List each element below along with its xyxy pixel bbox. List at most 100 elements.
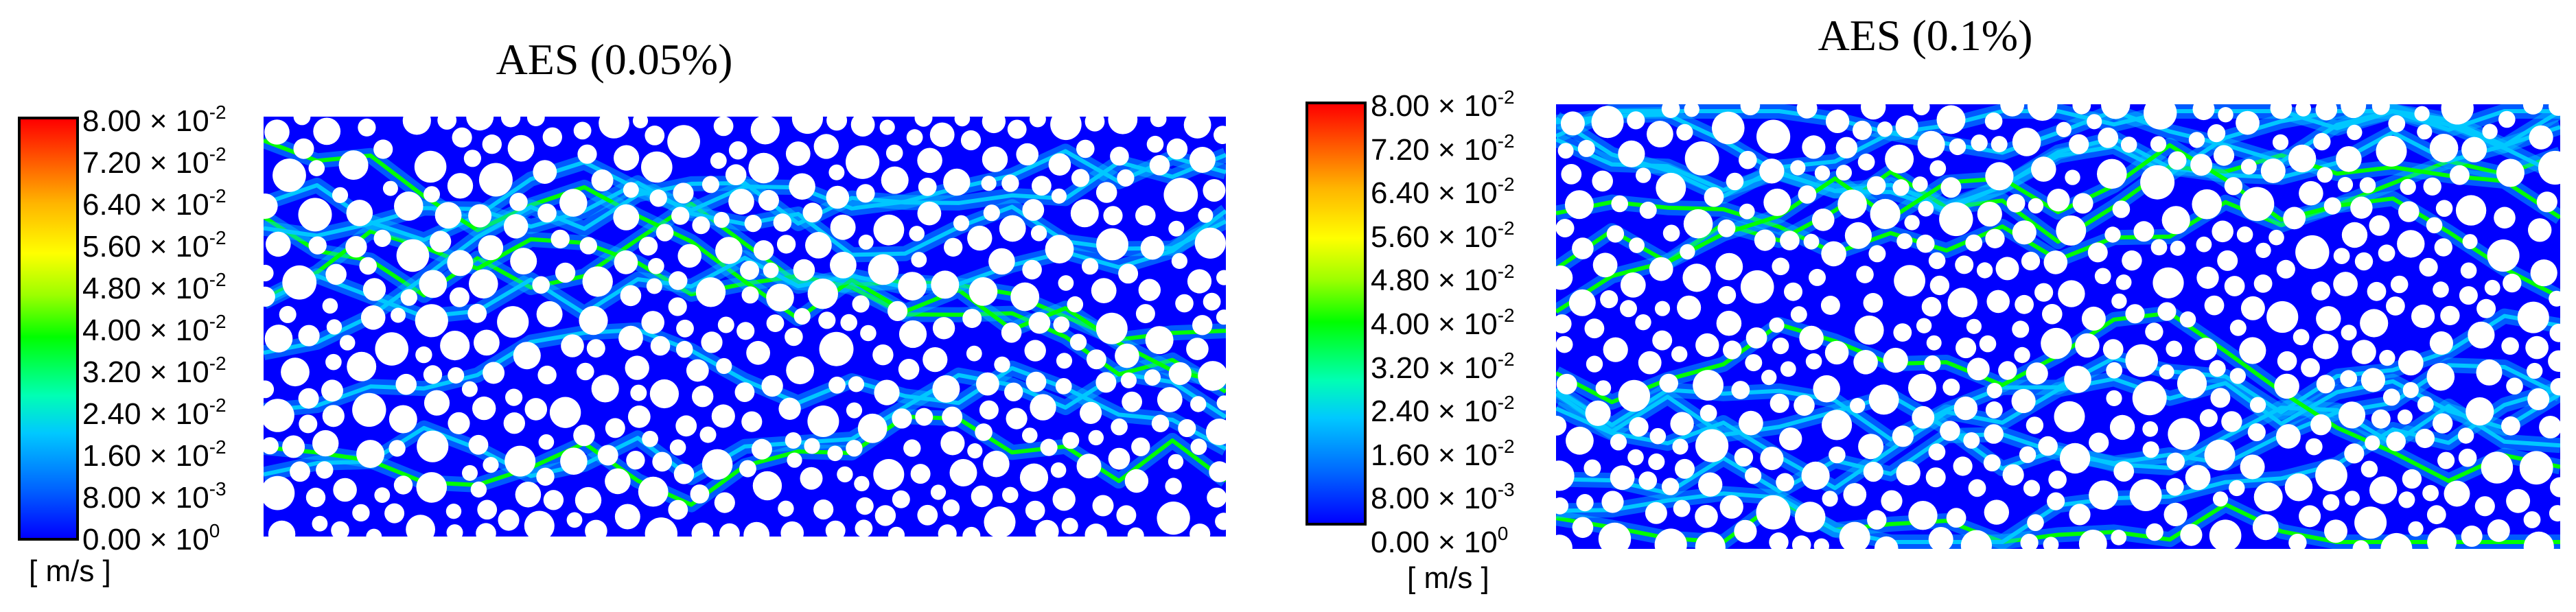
solid-particle (932, 317, 955, 340)
solid-particle (391, 307, 406, 323)
solid-particle (406, 515, 435, 537)
solid-particle (2367, 281, 2387, 301)
solid-particle (312, 429, 339, 457)
solid-particle (416, 472, 448, 503)
colorbar-tick-label: 6.40 × 10-2 (82, 187, 227, 220)
solid-particle (625, 355, 649, 380)
solid-particle (537, 365, 557, 385)
solid-particle (2426, 505, 2446, 525)
solid-particle (1680, 244, 1695, 260)
solid-particle (308, 160, 325, 176)
solid-particle (2177, 368, 2207, 399)
solid-particle (2369, 476, 2398, 504)
solid-particle (818, 311, 836, 329)
solid-particle (2435, 200, 2453, 217)
solid-particle (2525, 336, 2549, 360)
solid-particle (429, 231, 452, 252)
solid-particle (1610, 465, 1635, 491)
solid-particle (2125, 344, 2158, 377)
solid-particle (467, 303, 487, 323)
solid-particle (850, 117, 875, 137)
solid-particle (1953, 396, 1978, 421)
solid-particle (577, 144, 597, 164)
solid-particle (931, 270, 960, 299)
solid-particle (915, 408, 933, 426)
solid-particle (1187, 269, 1212, 294)
solid-particle (2482, 123, 2498, 139)
solid-particle (573, 121, 592, 140)
solid-particle (2190, 154, 2213, 176)
solid-particle (827, 445, 843, 462)
solid-particle (1925, 467, 1946, 488)
solid-particle (2221, 411, 2242, 432)
solid-particle (2166, 340, 2183, 357)
solid-particle (2400, 178, 2416, 196)
solid-particle (1813, 538, 1829, 549)
solid-particle (1772, 338, 1789, 355)
solid-particle (2322, 494, 2340, 511)
solid-particle (1953, 456, 1973, 476)
solid-particle (1076, 139, 1095, 158)
tick-mantissa: 6.40 × 10 (1371, 176, 1498, 211)
tick-exponent: 0 (1497, 523, 1509, 544)
solid-particle (1822, 410, 1853, 440)
solid-particle (2268, 229, 2284, 246)
solid-particle (1656, 172, 1686, 203)
solid-particle (2027, 514, 2044, 531)
solid-particle (524, 398, 548, 421)
solid-particle (2111, 530, 2127, 545)
solid-particle (2078, 530, 2107, 549)
solid-particle (1670, 412, 1694, 436)
solid-particle (1928, 252, 1946, 270)
solid-particle (497, 306, 529, 338)
solid-particle (766, 283, 794, 312)
solid-particle (1916, 318, 1932, 333)
solid-particle (346, 200, 373, 226)
solid-particle (1611, 195, 1628, 213)
solid-particle (1740, 104, 1761, 116)
solid-particle (2212, 220, 2233, 243)
solid-particle (1572, 517, 1594, 539)
solid-particle (2301, 358, 2320, 377)
solid-particle (2316, 306, 2341, 331)
solid-particle (1203, 179, 1226, 202)
solid-particle (2168, 151, 2187, 170)
solid-particle (1209, 461, 1226, 482)
solid-particle (1912, 405, 1935, 429)
solid-particle (2549, 290, 2560, 307)
solid-particle (892, 490, 910, 508)
solid-particle (2133, 221, 2155, 242)
solid-particle (2019, 446, 2037, 463)
solid-particle (690, 484, 710, 504)
solid-particle (976, 372, 999, 396)
solid-particle (954, 117, 971, 127)
solid-particle (1050, 117, 1082, 141)
solid-particle (830, 214, 856, 240)
solid-particle (483, 457, 499, 473)
solid-particle (2272, 134, 2289, 150)
solid-particle (1790, 306, 1807, 323)
solid-particle (1912, 176, 1928, 192)
solid-particle (2028, 198, 2044, 214)
solid-particle (2196, 236, 2212, 252)
solid-particle (1198, 207, 1214, 223)
solid-particle (1022, 199, 1045, 221)
solid-particle (2429, 331, 2453, 355)
solid-particle (1893, 323, 1912, 342)
flow-channel (264, 149, 1226, 242)
solid-particle (2350, 196, 2373, 219)
solid-particle (1745, 467, 1762, 484)
tick-exponent: -2 (209, 227, 227, 248)
solid-particle (2501, 337, 2519, 355)
panel-title-right: AES (0.1%) (1818, 11, 2033, 60)
solid-particle (597, 445, 618, 466)
solid-particle (710, 152, 727, 169)
solid-particle (785, 327, 803, 346)
solid-particle (1809, 268, 1826, 286)
solid-particle (476, 523, 496, 537)
solid-particle (751, 438, 772, 460)
solid-particle (2315, 104, 2338, 121)
solid-particle (1904, 215, 1920, 231)
flow-channel (264, 371, 1226, 480)
solid-particle (2417, 124, 2433, 140)
